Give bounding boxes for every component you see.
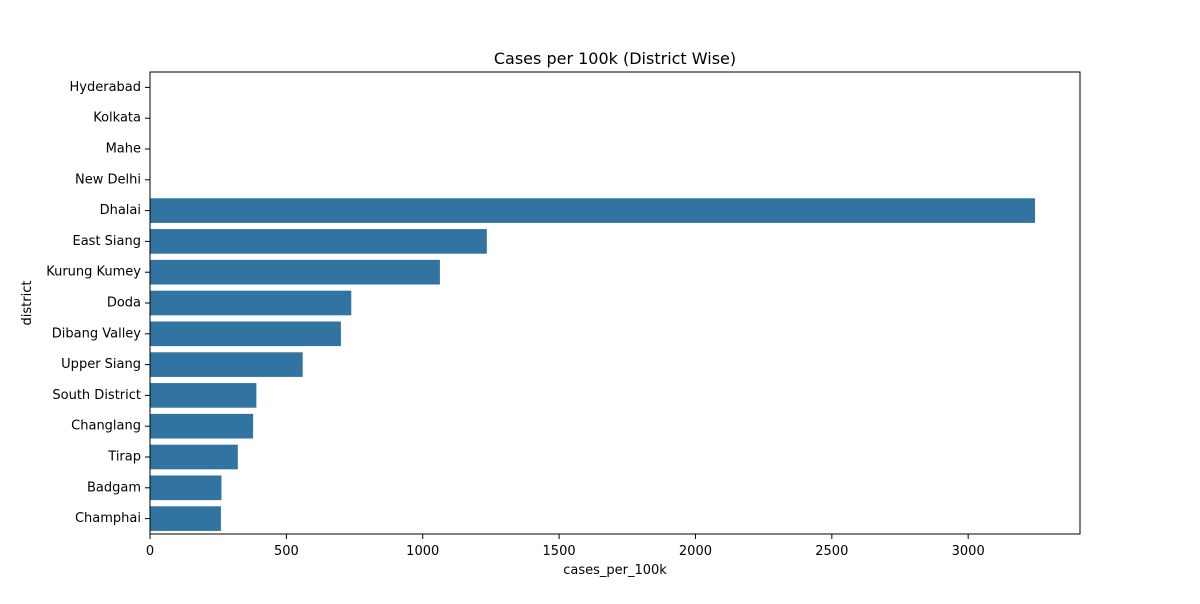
y-axis-title: district <box>20 281 35 326</box>
y-tick-label: Champhai <box>75 511 141 526</box>
x-axis-ticks: 0 500 1000 1500 2000 2500 3000 <box>146 534 985 559</box>
x-tick-label: 0 <box>146 544 154 559</box>
chart-title: Cases per 100k (District Wise) <box>494 49 736 68</box>
y-tick-label: Tirap <box>107 450 141 465</box>
bar-tirap <box>150 444 238 470</box>
y-tick-label: New Delhi <box>75 172 141 187</box>
y-tick-label: Kurung Kumey <box>46 265 141 280</box>
bar-kurung-kumey <box>150 259 440 285</box>
y-tick-label: Dhalai <box>100 203 141 218</box>
bar-upper-siang <box>150 352 303 377</box>
y-tick-label: Upper Siang <box>61 357 141 372</box>
bar-badgam <box>150 475 222 501</box>
y-tick-label: Mahe <box>106 142 141 157</box>
y-tick-label: South District <box>52 388 141 403</box>
bar-doda <box>150 290 352 316</box>
plot-frame <box>149 71 1081 535</box>
bars-layer <box>150 198 1035 531</box>
y-tick-label: Dibang Valley <box>52 326 142 341</box>
y-tick-label: Changlang <box>71 419 141 434</box>
x-tick-label: 1500 <box>543 544 576 559</box>
x-tick-label: 2000 <box>679 544 712 559</box>
x-tick-label: 1000 <box>406 544 439 559</box>
bar-dibang-valley <box>150 321 341 347</box>
x-axis-title: cases_per_100k <box>563 563 667 578</box>
y-tick-label: Hyderabad <box>70 80 142 95</box>
x-tick-label: 3000 <box>952 544 985 559</box>
bar-changlang <box>150 413 254 439</box>
y-tick-label: Doda <box>107 296 141 311</box>
bar-champhai <box>150 506 221 531</box>
x-tick-label: 500 <box>274 544 299 559</box>
y-tick-label: Badgam <box>87 480 141 495</box>
bar-east-siang <box>150 229 487 254</box>
x-tick-label: 2500 <box>815 544 848 559</box>
y-tick-label: Kolkata <box>93 111 141 126</box>
y-axis-ticks: Hyderabad Kolkata Mahe New Delhi Dhalai East … <box>46 80 150 526</box>
bar-dhalai <box>150 198 1035 223</box>
bar-south-district <box>150 383 257 408</box>
y-tick-label: East Siang <box>72 234 141 249</box>
